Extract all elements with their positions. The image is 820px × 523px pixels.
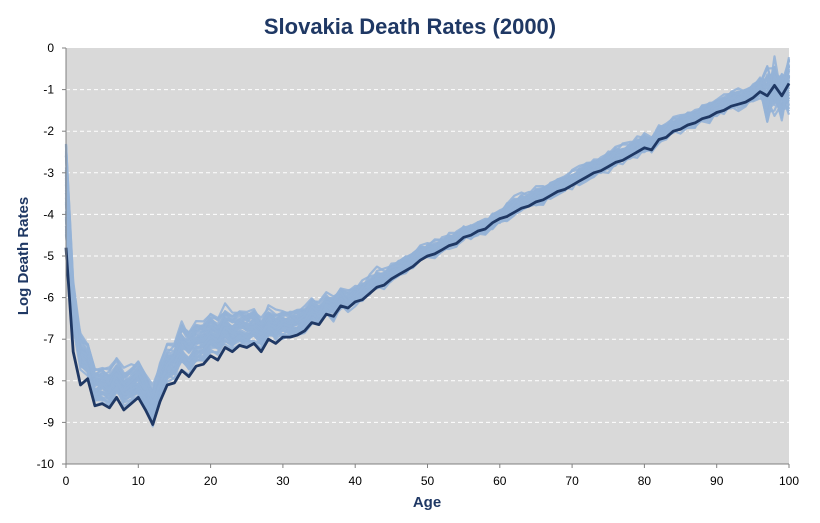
axes — [62, 47, 790, 468]
x-tick-label: 100 — [779, 474, 799, 488]
x-tick-label: 80 — [638, 474, 652, 488]
x-tick-labels: 0 10 20 30 40 50 60 70 80 90 100 — [63, 474, 800, 488]
y-tick-label: -2 — [43, 124, 54, 138]
y-tick-label: -10 — [37, 457, 55, 471]
y-tick-label: 0 — [47, 41, 54, 55]
x-tick-label: 50 — [421, 474, 435, 488]
y-axis-label: Log Death Rates — [15, 197, 32, 315]
x-tick-label: 60 — [493, 474, 507, 488]
y-tick-label: -8 — [43, 374, 54, 388]
x-tick-label: 0 — [63, 474, 70, 488]
x-tick-label: 30 — [276, 474, 290, 488]
chart-title: Slovakia Death Rates (2000) — [264, 14, 556, 39]
y-tick-label: -9 — [43, 415, 54, 429]
y-tick-label: -7 — [43, 332, 54, 346]
x-tick-label: 20 — [204, 474, 218, 488]
x-tick-label: 40 — [349, 474, 363, 488]
y-tick-labels: 0 -1 -2 -3 -4 -5 -6 -7 -8 -9 -10 — [37, 41, 55, 471]
series-line-2000 — [64, 82, 791, 426]
y-tick-label: -5 — [43, 249, 54, 263]
x-tick-label: 10 — [132, 474, 146, 488]
x-tick-label: 70 — [565, 474, 579, 488]
y-tick-label: -6 — [43, 291, 54, 305]
y-tick-label: -1 — [43, 83, 54, 97]
highlight-series-group — [64, 82, 791, 426]
y-tick-label: -3 — [43, 166, 54, 180]
y-tick-label: -4 — [43, 207, 54, 221]
historical-series-line — [64, 55, 791, 399]
x-axis-label: Age — [413, 494, 441, 511]
x-tick-label: 90 — [710, 474, 724, 488]
